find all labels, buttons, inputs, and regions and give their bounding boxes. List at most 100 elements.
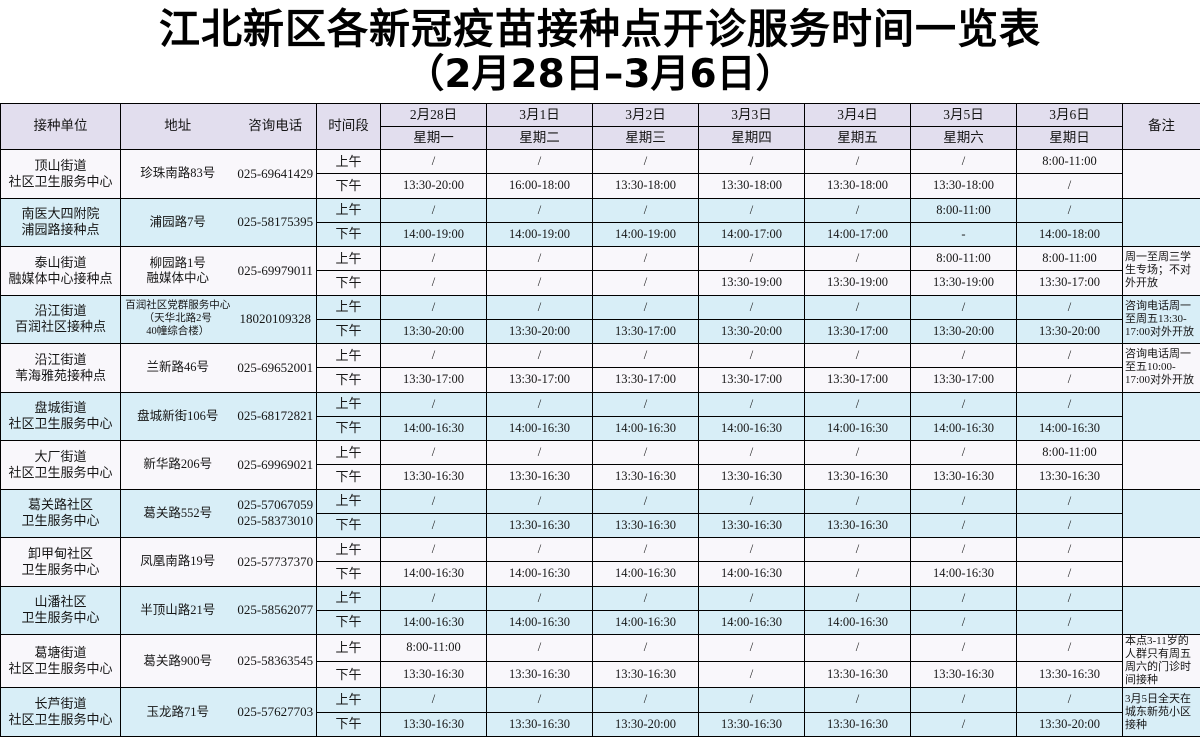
schedule-cell: 13:30-16:30 — [698, 512, 805, 539]
schedule-cell: 14:00-16:30 — [592, 609, 699, 636]
site-row-pm: 下午 14:00-19:00 14:00-19:00 14:00-19:00 14:00… — [1, 221, 1200, 248]
address-cell: 新华路206号 — [120, 440, 235, 490]
schedule-cell: 13:30-20:00 — [380, 173, 487, 199]
header-weekday: 星期五 — [804, 126, 911, 150]
header-dates-row: 接种单位 地址 咨询电话 时间段 2月28日 3月1日 3月2日 3月3日 3月4日 3月… — [0, 103, 1200, 150]
schedule-cell: / — [698, 585, 805, 611]
header-remark: 备注 — [1122, 103, 1200, 150]
period-pm-cell: 下午 — [316, 711, 381, 737]
site-row: 葛塘街道 社区卫生服务中心 葛关路900号 025-58363545 上午 8:00-1… — [0, 633, 1200, 689]
schedule-cell: / — [380, 488, 487, 514]
schedule-cell: / — [698, 294, 805, 320]
header-unit: 接种单位 — [0, 103, 121, 150]
schedule-cell: / — [698, 488, 805, 514]
remark-cell — [1122, 537, 1200, 587]
phone-cell: 025-57737370 — [234, 537, 317, 587]
schedule-cell: / — [592, 585, 699, 611]
schedule-cell: / — [804, 536, 911, 563]
schedule-cell: 13:30-19:00 — [910, 270, 1017, 296]
schedule-cell: / — [804, 585, 911, 611]
schedule-cell: / — [804, 439, 911, 466]
schedule-cell: 13:30-16:30 — [698, 464, 805, 490]
schedule-cell: / — [380, 512, 487, 539]
schedule-cell: / — [698, 660, 805, 689]
schedule-cell: / — [380, 439, 487, 466]
schedule-cell: / — [486, 687, 593, 713]
site-row: 山潘社区 卫生服务中心 半顶山路21号 025-58562077 上午 / / / / / / / — [0, 585, 1200, 635]
schedule-cell: 14:00-16:30 — [698, 609, 805, 636]
schedule-cell: 13:30-19:00 — [804, 270, 911, 296]
schedule-cell: / — [1016, 391, 1123, 417]
schedule-cell: / — [592, 245, 699, 272]
header-date: 3月3日 — [698, 103, 805, 127]
schedule-cell: 13:30-16:30 — [1016, 464, 1123, 490]
schedule-cell: 13:30-20:00 — [1016, 711, 1123, 737]
schedule-cell: / — [486, 270, 593, 296]
schedule-cell: / — [698, 536, 805, 563]
schedule-cell: 14:00-19:00 — [486, 221, 593, 248]
schedule-cell: 13:30-16:30 — [380, 464, 487, 490]
schedule-cell: / — [804, 391, 911, 417]
schedule-cell: 13:30-17:00 — [1016, 270, 1123, 296]
schedule-cell: 13:30-16:30 — [804, 512, 911, 539]
schedule-cell: 13:30-16:30 — [380, 711, 487, 737]
schedule-cell: 13:30-17:00 — [910, 367, 1017, 393]
schedule-cell: 13:30-18:00 — [804, 173, 911, 199]
schedule-cell: / — [486, 294, 593, 320]
table-body: 顶山街道 社区卫生服务中心 珍珠南路83号 025-69641429 上午 / / / / / /… — [0, 148, 1200, 737]
address-cell: 浦园路7号 — [120, 197, 235, 247]
schedule-cell: / — [698, 245, 805, 272]
unit-cell: 盘城街道 社区卫生服务中心 — [0, 391, 121, 441]
remark-cell: 咨询电话周一至五10:00-17:00对外开放 — [1122, 343, 1200, 393]
period-am-cell: 上午 — [316, 197, 381, 223]
schedule-cell: / — [804, 687, 911, 713]
site-row: 大厂街道 社区卫生服务中心 新华路206号 025-69969021 上午 / / / / / /… — [0, 439, 1200, 490]
unit-cell: 长芦街道 社区卫生服务中心 — [0, 687, 121, 737]
period-pm-cell: 下午 — [316, 561, 381, 587]
schedule-cell: / — [910, 488, 1017, 514]
period-pm-cell: 下午 — [316, 512, 381, 539]
schedule-cell: 13:30-16:30 — [910, 660, 1017, 689]
schedule-cell: / — [910, 536, 1017, 563]
site-row-pm: 下午 / //13:30-19:00 13:30-19:00 13:30-19:00 13… — [1, 270, 1200, 296]
header-date: 2月28日 — [380, 103, 487, 127]
schedule-cell: 8:00-11:00 — [910, 245, 1017, 272]
period-pm-cell: 下午 — [316, 270, 381, 296]
schedule-cell: / — [804, 561, 911, 587]
period-am-cell: 上午 — [316, 488, 381, 514]
schedule-cell: 13:30-16:30 — [486, 660, 593, 689]
site-row: 沿江街道 苇海雅苑接种点 兰新路46号 025-69652001 上午 / / / / / / / 咨… — [0, 342, 1200, 393]
schedule-cell: / — [592, 148, 699, 175]
schedule-cell: / — [910, 711, 1017, 737]
phone-cell: 025-57067059 025-58373010 — [234, 488, 317, 538]
phone-cell: 025-57627703 — [234, 687, 317, 737]
schedule-cell: / — [380, 536, 487, 563]
schedule-cell: / — [592, 270, 699, 296]
period-am-cell: 上午 — [316, 294, 381, 320]
schedule-cell: / — [486, 585, 593, 611]
phone-cell: 025-58175395 — [234, 197, 317, 247]
site-row: 泰山街道 融媒体中心接种点 柳园路1号 融媒体中心 025-69979011 上午 / /… — [0, 245, 1200, 296]
site-row-pm: 下午 13:30-16:30 13:30-16:30 13:30-20:00 13:30… — [1, 711, 1200, 737]
header-weekday: 星期三 — [592, 126, 699, 150]
period-pm-cell: 下午 — [316, 464, 381, 490]
site-row-pm: 下午 13:30-20:00 13:30-20:00 13:30-17:00 13:30… — [1, 318, 1200, 345]
schedule-cell: - — [910, 221, 1017, 248]
address-cell: 珍珠南路83号 — [120, 149, 235, 199]
schedule-cell: / — [910, 609, 1017, 636]
schedule-cell: / — [1016, 197, 1123, 223]
schedule-cell: 13:30-16:30 — [804, 660, 911, 689]
period-am-cell: 上午 — [316, 391, 381, 417]
address-cell: 葛关路900号 — [120, 633, 235, 689]
schedule-cell: / — [380, 197, 487, 223]
site-row: 沿江街道 百润社区接种点 百润社区党群服务中心 （天华北路2号 40幢综合楼） 18… — [0, 294, 1200, 344]
schedule-cell: 13:30-17:00 — [592, 367, 699, 393]
schedule-cell: / — [1016, 536, 1123, 563]
schedule-cell: 13:30-16:30 — [486, 512, 593, 539]
schedule-cell: / — [1016, 561, 1123, 587]
schedule-cell: / — [1016, 585, 1123, 611]
schedule-cell: / — [1016, 173, 1123, 199]
phone-cell: 18020109328 — [234, 294, 317, 344]
header-weekday: 星期一 — [380, 126, 487, 150]
